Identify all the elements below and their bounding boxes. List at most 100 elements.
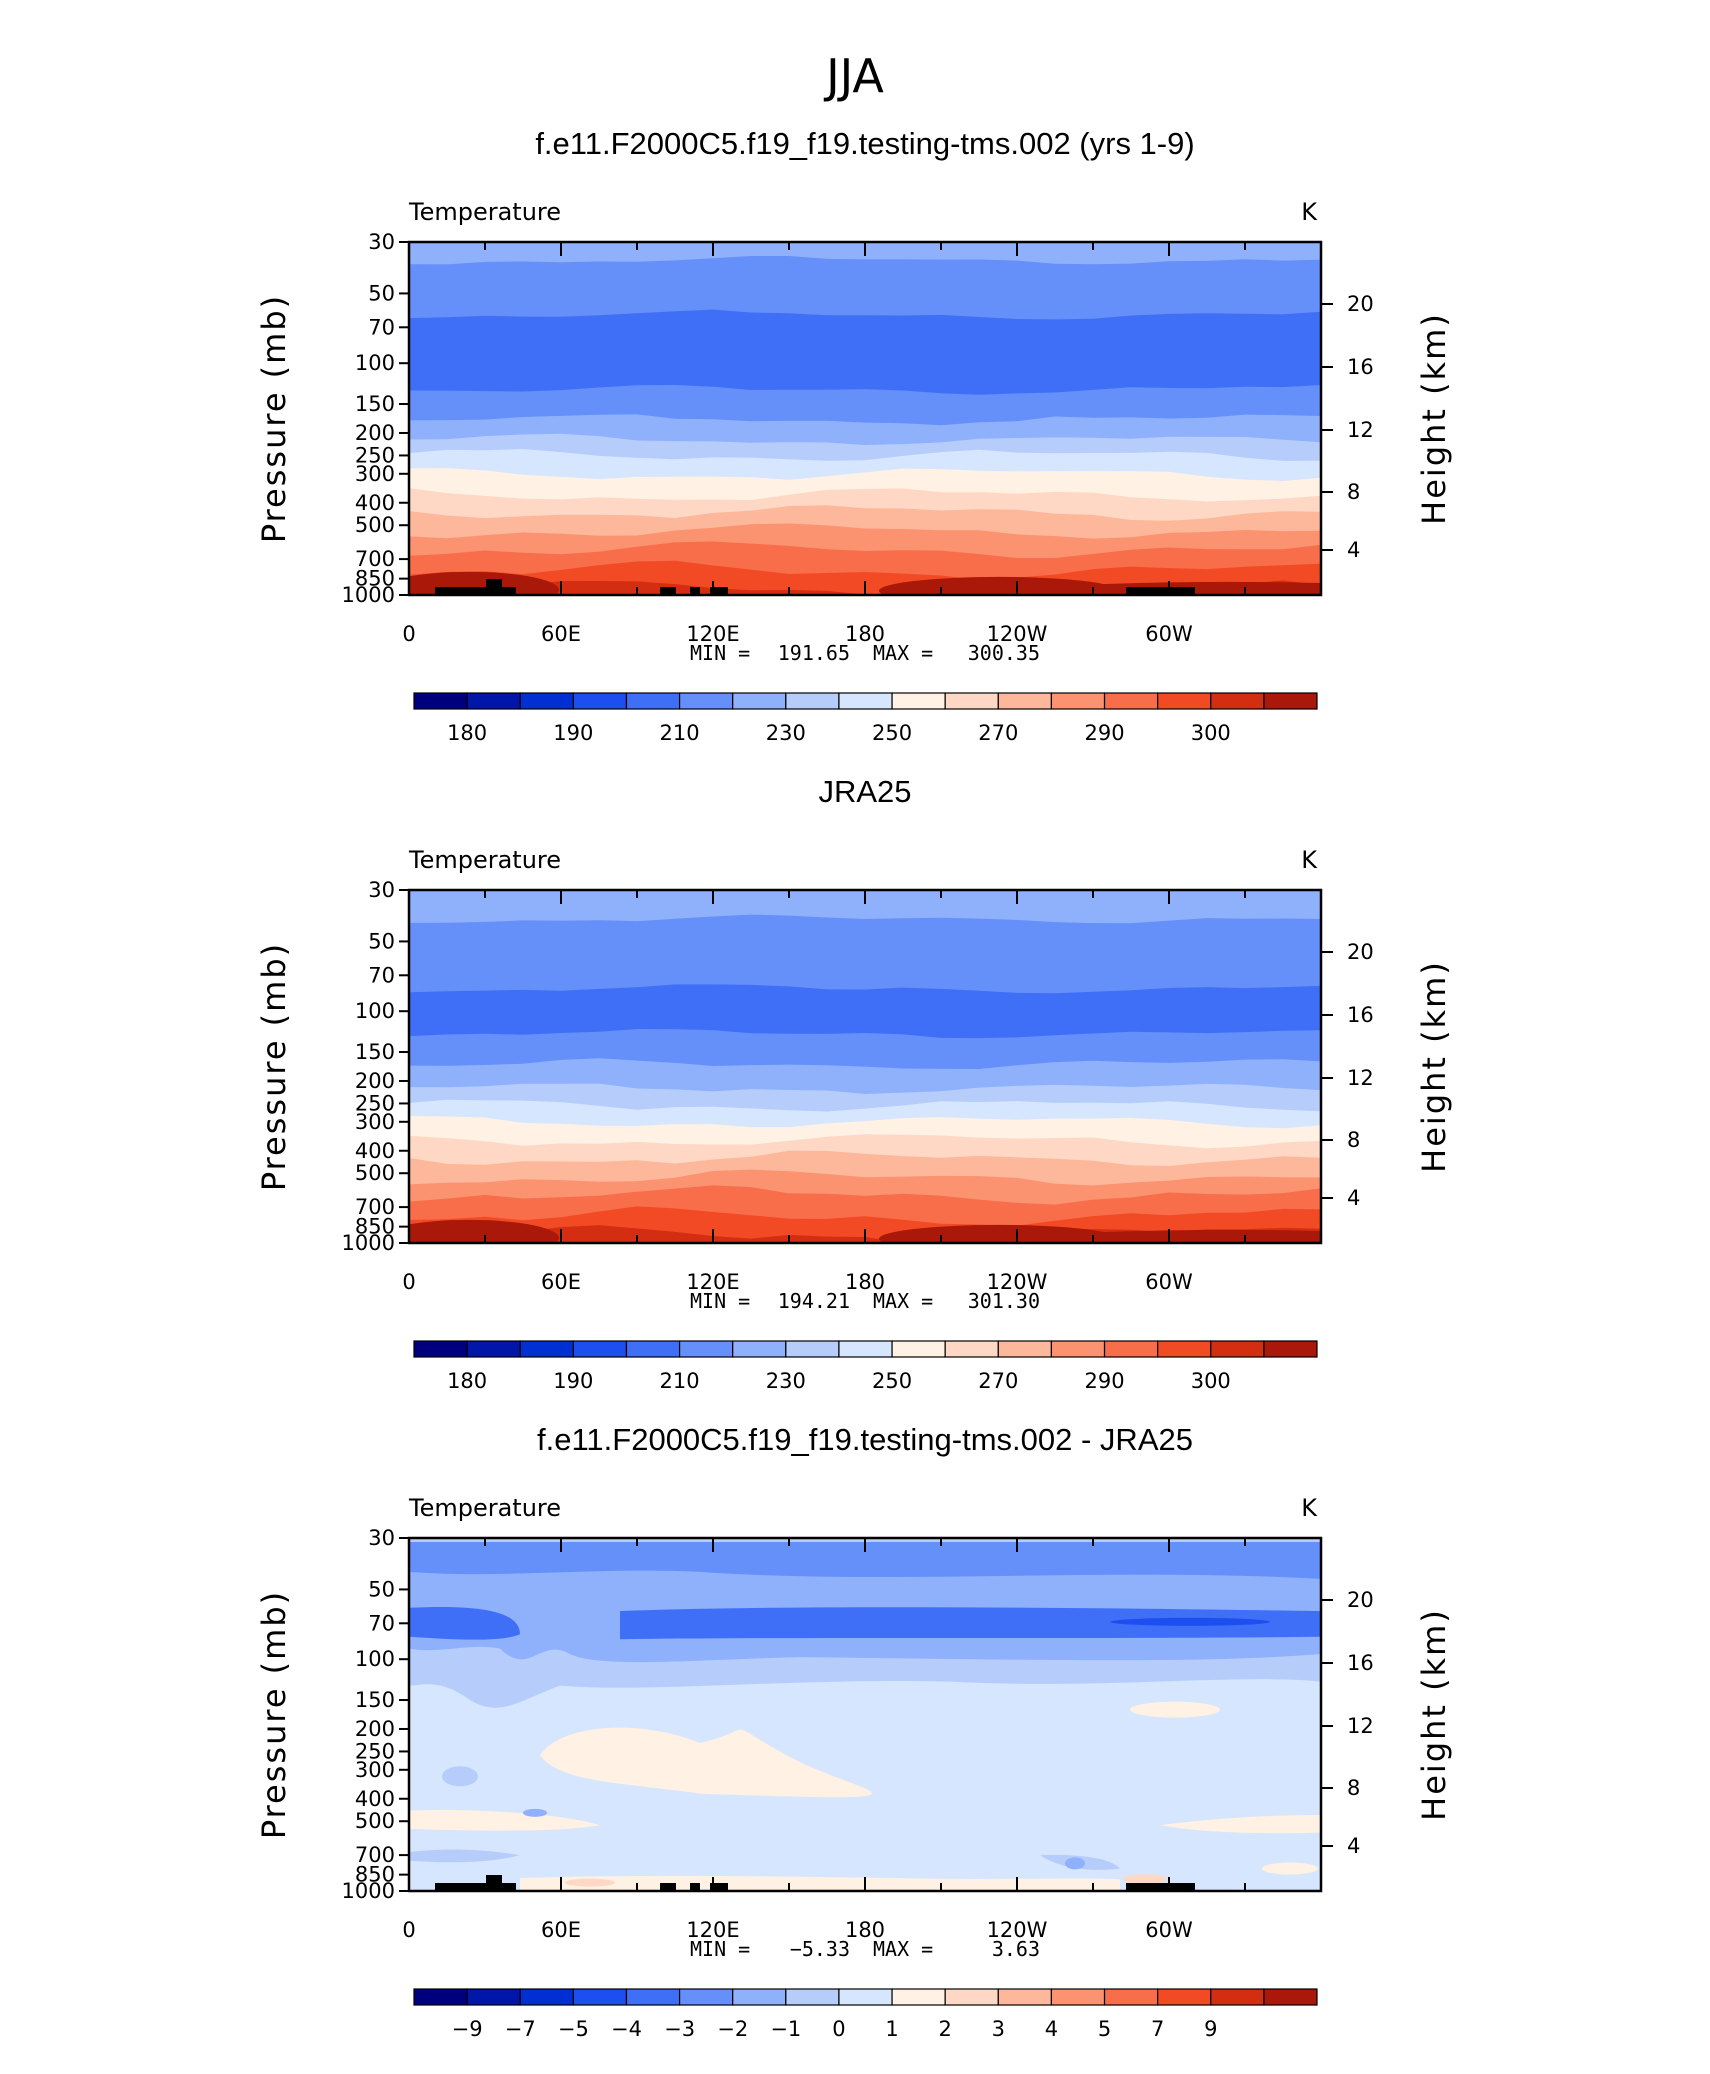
x-tick-label: 60E xyxy=(541,1270,581,1294)
colorbar-box xyxy=(519,1988,574,2006)
colorbar-box xyxy=(1210,692,1265,710)
topography xyxy=(710,1883,728,1891)
y-tick-label: 150 xyxy=(355,1040,395,1064)
colorbar-label: 290 xyxy=(1084,721,1124,745)
y-tick-label: 700 xyxy=(355,547,395,571)
x-tick-label: 60W xyxy=(1145,1918,1193,1942)
y-tick-label: 500 xyxy=(355,513,395,537)
colorbar-label: 210 xyxy=(660,721,700,745)
colorbar-box xyxy=(625,692,681,710)
x-tick-label: 120E xyxy=(686,622,739,646)
colorbar-box xyxy=(732,1988,787,2006)
y-tick-label: 50 xyxy=(368,1577,395,1601)
colorbar-label: 5 xyxy=(1098,2017,1111,2041)
topography xyxy=(486,1875,502,1891)
y-tick-label: 150 xyxy=(355,392,395,416)
y-tick-label: 850 xyxy=(355,1863,395,1887)
colorbar-label: −3 xyxy=(664,2017,695,2041)
y-tick-label: 100 xyxy=(355,999,395,1023)
y-tick-label: 200 xyxy=(355,1069,395,1093)
y-tick-label: 700 xyxy=(355,1195,395,1219)
y-tick-label: 850 xyxy=(355,1215,395,1239)
min-label: MIN = xyxy=(690,641,750,665)
height-tick-label: 4 xyxy=(1347,1186,1360,1210)
y-axis-title-right: Height (km) xyxy=(1415,312,1453,525)
colorbar-box xyxy=(997,1988,1053,2006)
y-tick-label: 700 xyxy=(355,1843,395,1867)
colorbar-box xyxy=(1103,692,1159,710)
panel-title: JRA25 xyxy=(818,774,911,809)
colorbar-label: 290 xyxy=(1084,1369,1124,1393)
topography xyxy=(660,1883,676,1891)
height-tick-label: 12 xyxy=(1347,418,1374,442)
y-tick-label: 300 xyxy=(355,462,395,486)
colorbar-label: 270 xyxy=(978,721,1018,745)
colorbar-box xyxy=(997,1340,1053,1358)
y-tick-label: 100 xyxy=(355,351,395,375)
colorbar-box xyxy=(1210,1340,1265,1358)
y-axis-title: Pressure (mb) xyxy=(255,942,293,1191)
colorbar-box xyxy=(891,1988,946,2006)
colorbar-box xyxy=(413,692,468,710)
colorbar-label: −9 xyxy=(452,2017,483,2041)
x-tick-label: 60E xyxy=(541,622,581,646)
colorbar-label: 250 xyxy=(872,721,912,745)
y-tick-label: 500 xyxy=(355,1161,395,1185)
y-tick-label: 300 xyxy=(355,1110,395,1134)
colorbar-box xyxy=(572,1988,628,2006)
height-tick-label: 16 xyxy=(1347,1651,1374,1675)
x-tick-label: 120E xyxy=(686,1918,739,1942)
variable-label: Temperature xyxy=(408,198,561,226)
height-tick-label: 20 xyxy=(1347,1588,1374,1612)
colorbar-label: 9 xyxy=(1204,2017,1217,2041)
topography xyxy=(486,579,502,595)
colorbar-box xyxy=(1050,692,1106,710)
contour-field xyxy=(409,1538,1321,1891)
colorbar-box xyxy=(944,1340,999,1358)
colorbar-box xyxy=(466,1988,521,2006)
colorbar-box xyxy=(732,692,787,710)
units-label: K xyxy=(1301,1494,1318,1522)
colorbar-box xyxy=(997,692,1053,710)
y-tick-label: 1000 xyxy=(342,1231,395,1255)
colorbar-label: 190 xyxy=(553,721,593,745)
y-tick-label: 850 xyxy=(355,567,395,591)
height-tick-label: 4 xyxy=(1347,1834,1360,1858)
height-tick-label: 16 xyxy=(1347,1003,1374,1027)
colorbar-label: −7 xyxy=(505,2017,536,2041)
y-tick-label: 30 xyxy=(368,878,395,902)
y-tick-label: 500 xyxy=(355,1809,395,1833)
colorbar-box xyxy=(413,1340,468,1358)
x-tick-label: 120W xyxy=(987,1918,1048,1942)
colorbar-box xyxy=(413,1988,468,2006)
colorbar-box xyxy=(1157,1340,1212,1358)
colorbar-box xyxy=(1210,1988,1265,2006)
colorbar-label: 1 xyxy=(885,2017,898,2041)
x-tick-label: 0 xyxy=(402,622,415,646)
y-tick-label: 150 xyxy=(355,1688,395,1712)
y-tick-label: 50 xyxy=(368,281,395,305)
colorbar-label: 230 xyxy=(766,721,806,745)
panel-1: f.e11.F2000C5.f19_f19.testing-tms.002 (y… xyxy=(255,126,1453,745)
colorbar-label: 210 xyxy=(660,1369,700,1393)
topography xyxy=(690,587,700,595)
y-tick-label: 100 xyxy=(355,1647,395,1671)
y-tick-label: 1000 xyxy=(342,1879,395,1903)
colorbar-box xyxy=(838,1340,893,1358)
colorbar-box xyxy=(466,692,521,710)
x-tick-label: 120E xyxy=(686,1270,739,1294)
y-tick-label: 200 xyxy=(355,421,395,445)
colorbar-label: 270 xyxy=(978,1369,1018,1393)
y-axis-title: Pressure (mb) xyxy=(255,294,293,543)
height-tick-label: 12 xyxy=(1347,1714,1374,1738)
colorbar-label: −4 xyxy=(611,2017,642,2041)
y-axis-title-right: Height (km) xyxy=(1415,1608,1453,1821)
colorbar-label: 230 xyxy=(766,1369,806,1393)
height-tick-label: 8 xyxy=(1347,1128,1360,1152)
colorbar-box xyxy=(944,692,999,710)
colorbar-box xyxy=(785,692,840,710)
x-tick-label: 60E xyxy=(541,1918,581,1942)
x-tick-label: 0 xyxy=(402,1270,415,1294)
colorbar-box xyxy=(1157,1988,1212,2006)
